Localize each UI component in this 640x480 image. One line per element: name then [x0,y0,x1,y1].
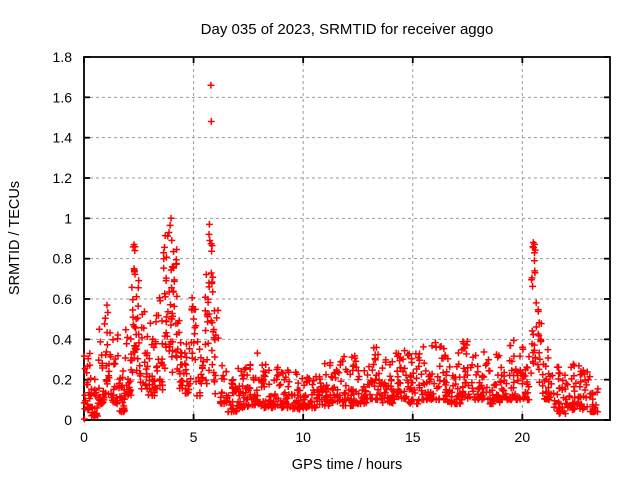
y-axis-label: SRMTID / TECUs [7,181,23,295]
y-tick-label: 1.6 [53,89,73,105]
y-tick-label: 1.4 [53,130,73,146]
y-tick-label: 1.8 [53,49,73,65]
plot-border [83,56,611,421]
x-tick-label: 0 [80,429,88,445]
x-tick-label: 15 [405,429,421,445]
y-tick-label: 0 [64,412,72,428]
y-tick-label: 0.8 [53,251,73,267]
x-tick-label: 20 [515,429,531,445]
y-tick-label: 0.6 [53,291,73,307]
y-tick-label: 0.2 [53,372,73,388]
x-axis-label: GPS time / hours [292,457,402,473]
y-tick-label: 0.4 [53,331,73,347]
grid-lines [84,57,610,420]
data-points [80,81,602,423]
scatter-plus-markers [80,81,602,423]
y-tick-labels: 0 0.2 0.4 0.6 0.8 1 1.2 1.4 1.6 1.8 [53,49,73,428]
y-tick-label: 1.2 [53,170,73,186]
x-tick-label: 5 [190,429,198,445]
y-tick-label: 1 [64,210,72,226]
x-tick-label: 10 [295,429,311,445]
chart-title: Day 035 of 2023, SRMTID for receiver agg… [201,21,494,38]
x-tick-labels: 0 5 10 15 20 [80,429,530,445]
